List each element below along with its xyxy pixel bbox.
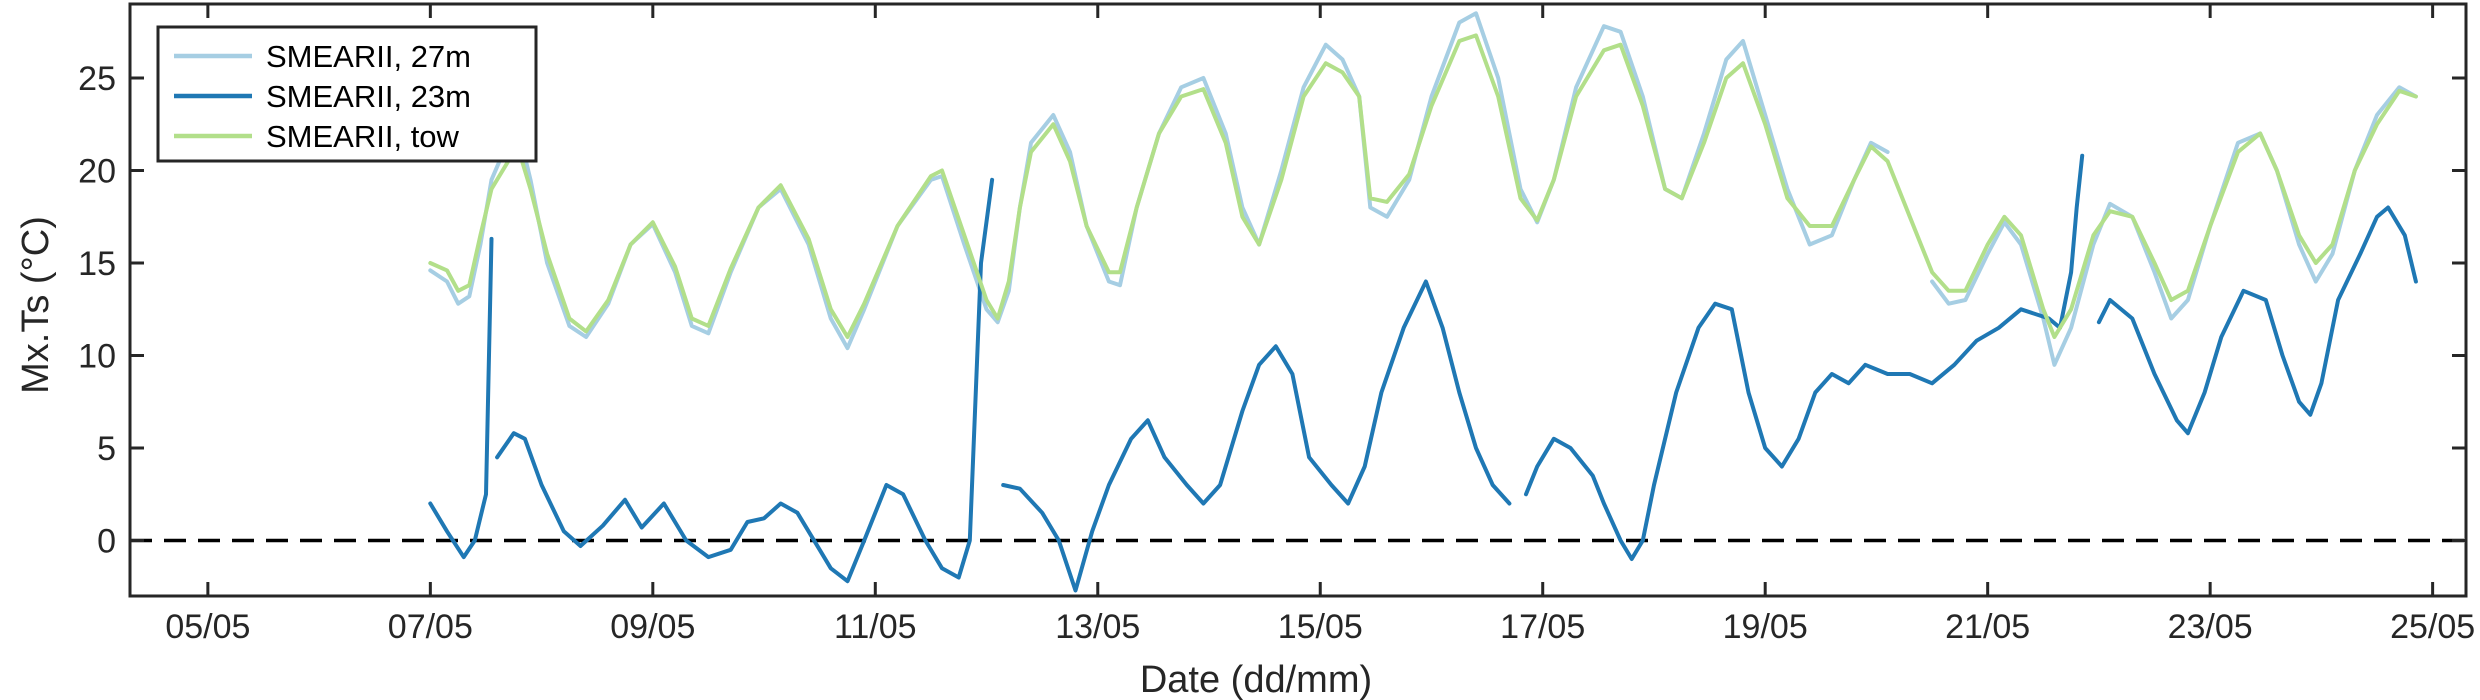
series-2-line-segment-3 [1001,279,1512,593]
x-tick-label: 15/05 [1278,608,1363,646]
legend-label-1: SMEARII, 27m [266,39,471,74]
y-tick-label: 0 [97,523,116,561]
series-1-line-segment-1 [428,11,1890,351]
series-3-line-segment-1 [428,33,2418,339]
axes-layer: 05/05 07/05 09/05 11/05 13/05 15/05 17/05 19/05… [78,2,2475,646]
x-tick-label: 13/05 [1055,608,1140,646]
series-2-line-segment-1 [428,236,494,560]
legend-label-3: SMEARII, tow [266,119,460,154]
series-3 [428,33,2418,339]
y-tick-label: 5 [97,430,116,468]
x-tick-label: 11/05 [834,608,917,646]
x-tick-label: 19/05 [1723,608,1808,646]
series-1-line-segment-2 [1930,85,2418,367]
series-2-line-segment-5 [2096,205,2418,436]
legend: SMEARII, 27m SMEARII, 23m SMEARII, tow [156,25,538,163]
y-tick-label: 15 [78,245,116,283]
x-axis-label: Date (dd/mm) [1140,659,1372,700]
series-2 [428,153,2418,593]
y-tick-label: 10 [78,338,116,376]
x-tick-label: 09/05 [610,608,695,646]
series-layer [428,11,2418,593]
x-tick-label: 17/05 [1500,608,1585,646]
series-2-line-segment-4 [1524,153,2085,561]
series-1 [428,11,2418,367]
legend-label-2: SMEARII, 23m [266,79,471,114]
x-tick-label: 21/05 [1945,608,2030,646]
y-tick-label: 20 [78,153,116,191]
y-axis-label: Mx.Ts (°C) [15,216,57,394]
y-tick-label: 25 [78,60,116,98]
x-tick-label: 23/05 [2168,608,2253,646]
x-tick-label: 07/05 [388,608,473,646]
series-2-line-segment-2 [495,177,995,584]
plot-frame [128,2,2468,598]
x-tick-label: 05/05 [165,608,250,646]
x-tick-label: 25/05 [2390,608,2475,646]
